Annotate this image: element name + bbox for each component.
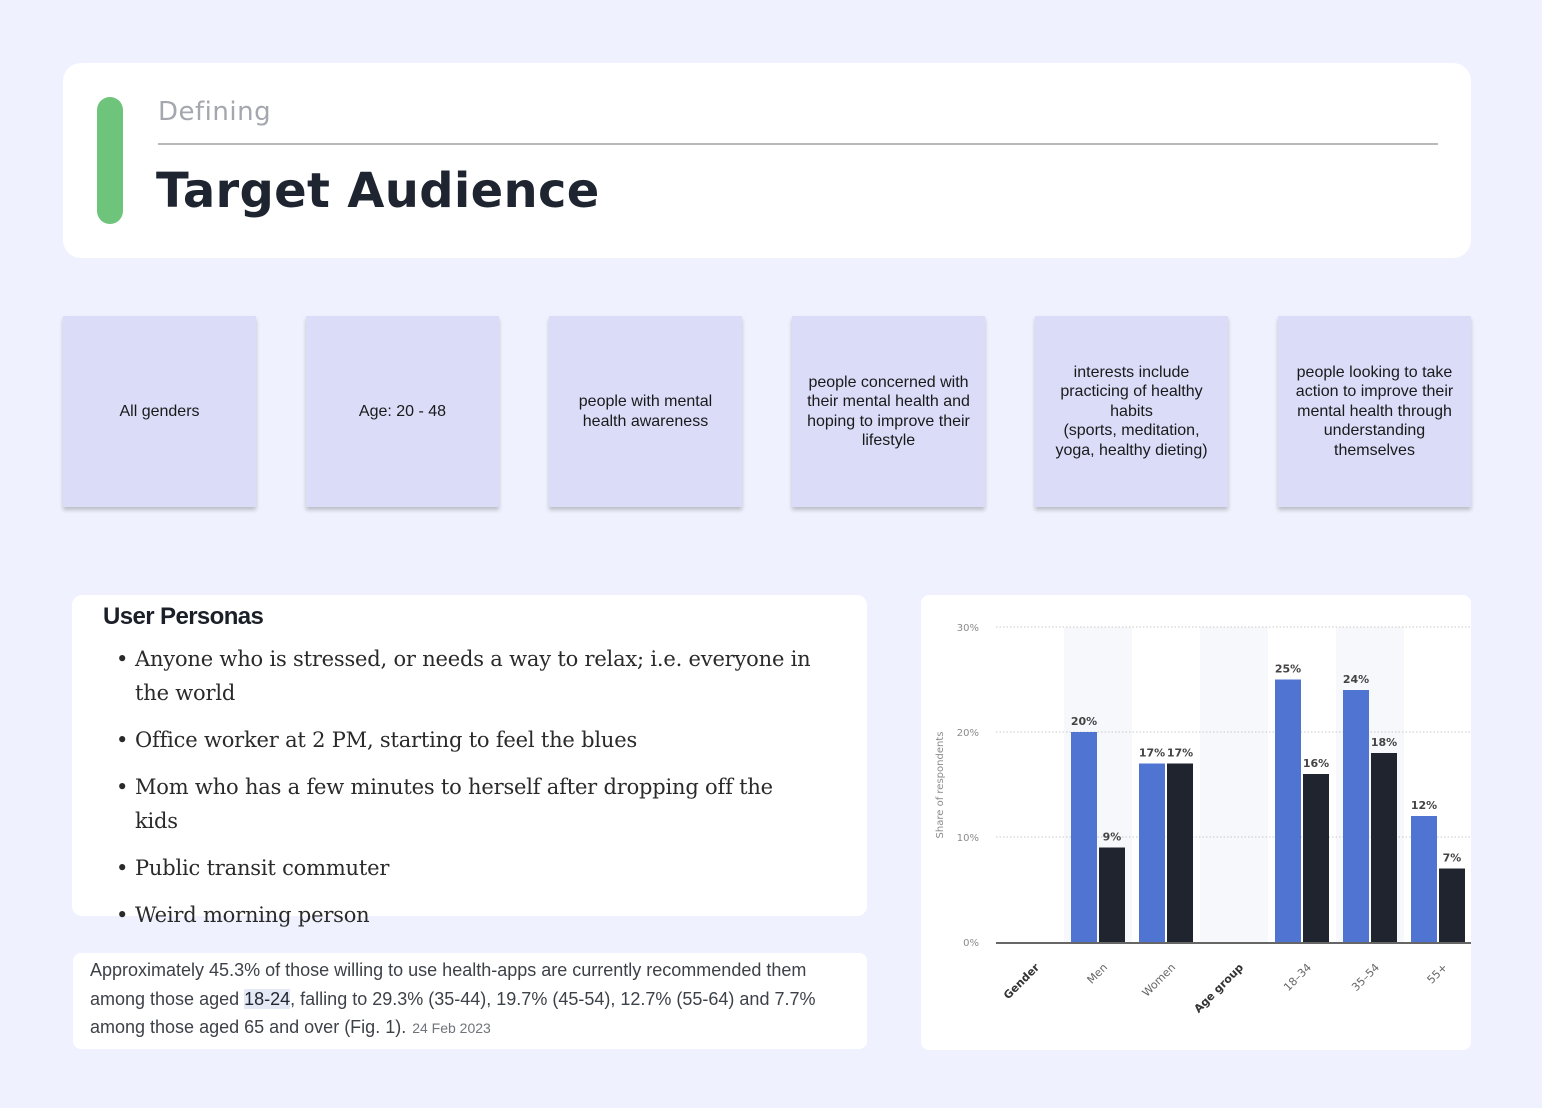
note-take-action[interactable]: people looking to take action to improve…: [1278, 316, 1471, 507]
chart-card: 0% 10% 20% 30% Share of respondents Gender 20%…: [921, 595, 1471, 1050]
bar-chart: 0% 10% 20% 30% Share of respondents Gender 20%…: [935, 623, 1471, 1016]
header-subtitle: Defining: [158, 97, 272, 127]
bar: [1303, 774, 1329, 942]
quote-date: 24 Feb 2023: [412, 1020, 491, 1036]
header-card: Defining Target Audience: [63, 63, 1471, 258]
page-title: Target Audience: [156, 163, 600, 219]
category-band: [1200, 627, 1268, 942]
personas-title: User Personas: [103, 603, 264, 630]
data-label: 17%: [1139, 747, 1165, 760]
y-tick-label: 0%: [963, 938, 979, 949]
bar: [1099, 847, 1125, 942]
data-label: 18%: [1371, 736, 1397, 749]
bar: [1411, 816, 1437, 942]
bar: [1275, 679, 1301, 942]
bar: [1139, 763, 1165, 942]
header-divider: [158, 143, 1438, 145]
bar: [1343, 690, 1369, 942]
data-label: 7%: [1443, 852, 1462, 865]
quote-text-end: , falling to 29.3% (35-44), 19.7% (45-54…: [90, 988, 816, 1038]
statistic-quote: Approximately 45.3% of those willing to …: [73, 953, 867, 1049]
quote-highlight: 18-24: [244, 988, 291, 1009]
y-tick-label: 30%: [957, 623, 979, 634]
y-axis-label: Share of respondents: [935, 732, 946, 839]
personas-list: Anyone who is stressed, or needs a way t…: [116, 642, 816, 945]
persona-item: Weird morning person: [116, 898, 816, 932]
x-tick-label: 35–54: [1349, 961, 1382, 994]
persona-item: Public transit commuter: [116, 851, 816, 885]
persona-item: Anyone who is stressed, or needs a way t…: [116, 642, 816, 710]
x-tick-label: 18–34: [1281, 961, 1314, 994]
personas-card: User Personas Anyone who is stressed, or…: [72, 595, 867, 932]
note-age[interactable]: Age: 20 - 48: [306, 316, 499, 507]
note-mental-awareness[interactable]: people with mental health awareness: [549, 316, 742, 507]
y-tick-label: 10%: [957, 833, 979, 844]
data-label: 9%: [1103, 831, 1122, 844]
persona-item: Office worker at 2 PM, starting to feel …: [116, 723, 816, 757]
note-interests[interactable]: interests include practicing of healthy …: [1035, 316, 1228, 507]
x-tick-label: 55+: [1425, 961, 1451, 987]
bar: [1071, 732, 1097, 942]
note-genders[interactable]: All genders: [63, 316, 256, 507]
bar: [1439, 868, 1465, 942]
data-label: 12%: [1411, 799, 1437, 812]
data-label: 17%: [1167, 747, 1193, 760]
note-lifestyle[interactable]: people concerned with their mental healt…: [792, 316, 985, 507]
accent-bar: [97, 97, 123, 224]
quote-text-start: Approximately 45.3% of those willing to …: [90, 960, 807, 1009]
persona-item: Mom who has a few minutes to herself aft…: [116, 770, 816, 838]
x-tick-label: Age group: [1191, 961, 1246, 1016]
bar: [1371, 753, 1397, 942]
data-label: 24%: [1343, 673, 1369, 686]
x-tick-label: Men: [1084, 961, 1110, 987]
x-tick-label: Gender: [1001, 961, 1042, 1002]
bar: [1167, 763, 1193, 942]
x-tick-label: Women: [1140, 961, 1178, 999]
y-tick-label: 20%: [957, 728, 979, 739]
data-label: 16%: [1303, 757, 1329, 770]
data-label: 25%: [1275, 663, 1301, 676]
data-label: 20%: [1071, 715, 1097, 728]
